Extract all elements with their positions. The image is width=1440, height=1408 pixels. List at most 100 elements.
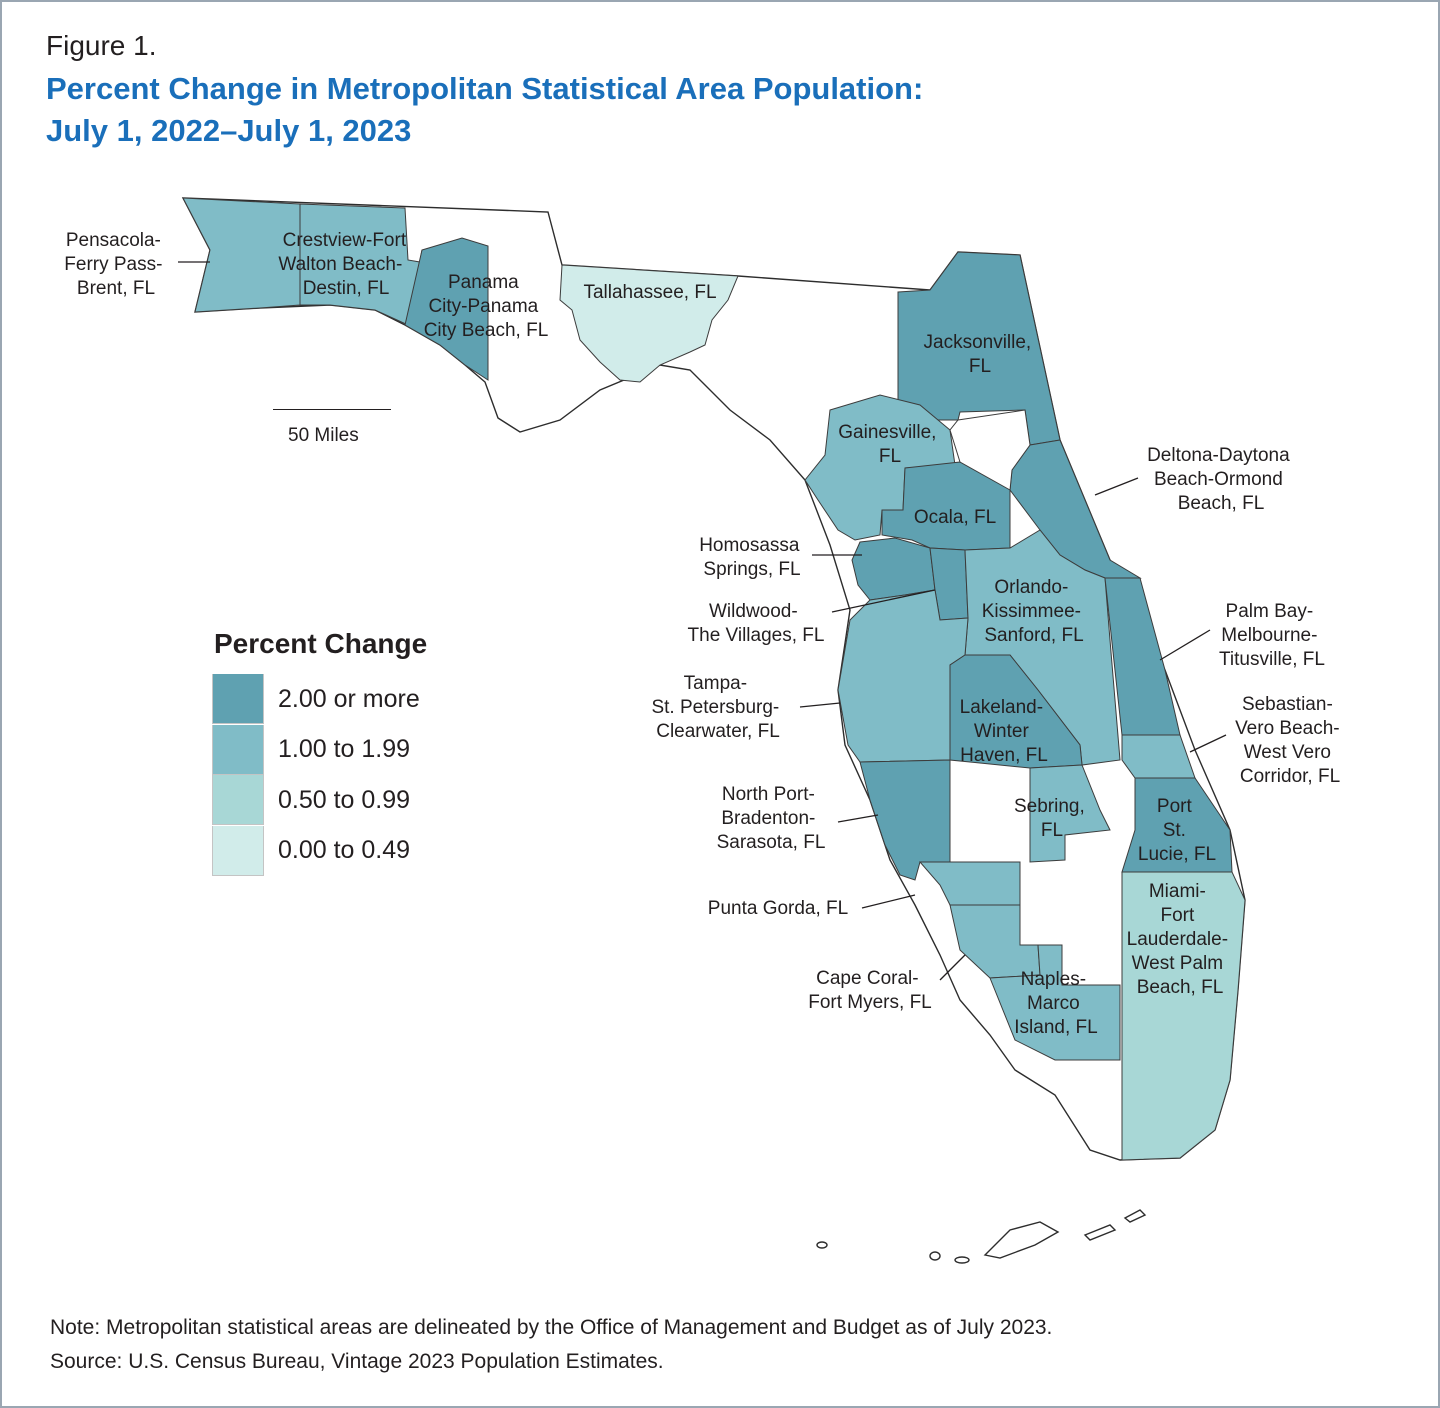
label-line: FL xyxy=(1041,820,1063,841)
label-line: Fort xyxy=(1160,905,1195,926)
label-miami: Miami- Fort Lauderdale- West Palm Beach,… xyxy=(1127,881,1234,998)
source-text: Source: U.S. Census Bureau, Vintage 2023… xyxy=(50,1350,664,1373)
title-line-1: Percent Change in Metropolitan Statistic… xyxy=(46,71,924,106)
figure-notes: Note: Metropolitan statistical areas are… xyxy=(50,1311,1052,1379)
label-port-st-lucie: Port St. Lucie, FL xyxy=(1138,796,1216,865)
label-naples: Naples- Marco Island, FL xyxy=(1014,969,1097,1038)
label-line: Ferry Pass- xyxy=(64,254,162,275)
label-line: Palm Bay- xyxy=(1226,601,1314,622)
label-line: Titusville, FL xyxy=(1219,649,1325,670)
florida-keys xyxy=(983,1221,1060,1259)
label-line: Sebring, xyxy=(1014,796,1085,817)
label-line: Destin, FL xyxy=(303,278,390,299)
figure-title: Percent Change in Metropolitan Statistic… xyxy=(46,68,923,152)
note-text: Note: Metropolitan statistical areas are… xyxy=(50,1316,1053,1339)
label-line: Homosassa xyxy=(699,535,800,556)
label-line: Marco xyxy=(1027,993,1080,1014)
region-lakeland xyxy=(949,654,1083,769)
label-line: Melbourne- xyxy=(1221,625,1317,646)
label-line: Deltona-Daytona xyxy=(1147,445,1290,466)
label-line: Beach, FL xyxy=(1137,977,1224,998)
island-1 xyxy=(816,1241,828,1249)
label-ocala: Ocala, FL xyxy=(914,507,996,528)
label-line: Walton Beach- xyxy=(278,254,402,275)
label-line: Springs, FL xyxy=(703,559,800,580)
label-deltona: Deltona-Daytona Beach-Ormond Beach, FL xyxy=(1147,445,1295,514)
label-line: Lucie, FL xyxy=(1138,844,1216,865)
label-line: Crestview-Fort xyxy=(283,230,407,251)
legend-label: 0.50 to 0.99 xyxy=(278,785,411,814)
label-line: St. Petersburg- xyxy=(651,697,779,718)
label-tallahassee: Tallahassee, FL xyxy=(583,282,716,303)
label-sebastian: Sebastian- Vero Beach- West Vero Corrido… xyxy=(1235,694,1345,787)
legend-item: 2.00 or more xyxy=(212,674,427,725)
figure-label: Figure 1. xyxy=(46,30,157,61)
label-line: Cape Coral- xyxy=(816,968,918,989)
legend-label: 0.00 to 0.49 xyxy=(278,836,411,865)
region-unclassified-northeast xyxy=(949,409,1031,491)
legend-label: 2.00 or more xyxy=(278,684,420,713)
leader-deltona xyxy=(1094,477,1139,496)
label-line: Clearwater, FL xyxy=(656,721,780,742)
label-line: Sebastian- xyxy=(1242,694,1333,715)
label-line: Corridor, FL xyxy=(1240,766,1340,787)
leader-palmbay xyxy=(1159,629,1211,661)
label-cape-coral: Cape Coral- Fort Myers, FL xyxy=(808,968,932,1013)
leader-sebastian xyxy=(1189,734,1227,753)
florida-keys-2 xyxy=(1083,1224,1117,1241)
legend-item: 1.00 to 1.99 xyxy=(212,724,427,776)
legend-swatch xyxy=(212,825,264,876)
label-line: City Beach, FL xyxy=(424,320,549,341)
legend-swatch xyxy=(212,674,264,725)
label-line: Panama xyxy=(448,272,519,293)
title-line-2: July 1, 2022–July 1, 2023 xyxy=(46,113,412,148)
label-line: Winter xyxy=(974,721,1030,742)
label-line: Beach-Ormond xyxy=(1154,469,1283,490)
label-line: Sanford, FL xyxy=(984,625,1083,646)
florida-keys-3 xyxy=(1123,1209,1147,1223)
region-panama-city xyxy=(404,237,489,381)
label-line: City-Panama xyxy=(428,296,538,317)
region-sebring xyxy=(1029,764,1111,863)
label-palm-bay: Palm Bay- Melbourne- Titusville, FL xyxy=(1219,601,1325,670)
label-line: Beach, FL xyxy=(1178,493,1265,514)
label-line: West Palm xyxy=(1132,953,1224,974)
label-line: North Port- xyxy=(722,784,815,805)
label-line: FL xyxy=(879,446,901,467)
label-line: Kissimmee- xyxy=(982,601,1081,622)
label-line: Vero Beach- xyxy=(1235,718,1340,739)
label-line: Miami- xyxy=(1149,881,1206,902)
label-line: Punta Gorda, FL xyxy=(708,898,848,919)
label-lakeland: Lakeland- Winter Haven, FL xyxy=(960,697,1049,766)
leader-puntagorda xyxy=(861,894,916,909)
label-line: Bradenton- xyxy=(721,808,815,829)
label-line: Jacksonville, xyxy=(924,332,1032,353)
label-punta-gorda: Punta Gorda, FL xyxy=(708,898,848,919)
legend-item: 0.00 to 0.49 xyxy=(212,825,427,877)
label-gainesville: Gainesville, FL xyxy=(838,422,942,467)
label-homosassa: Homosassa Springs, FL xyxy=(699,535,805,580)
label-north-port: North Port- Bradenton- Sarasota, FL xyxy=(717,784,826,853)
label-panama-city: Panama City-Panama City Beach, FL xyxy=(424,272,549,341)
label-wildwood: Wildwood- The Villages, FL xyxy=(688,601,825,646)
label-line: Orlando- xyxy=(994,577,1068,598)
legend-title: Percent Change xyxy=(214,628,428,659)
label-pensacola: Pensacola- Ferry Pass- Brent, FL xyxy=(64,230,167,299)
label-line: Lakeland- xyxy=(960,697,1043,718)
region-naples xyxy=(989,944,1121,1061)
legend-swatch xyxy=(212,724,264,775)
label-line: Ocala, FL xyxy=(914,507,996,528)
label-line: Lauderdale- xyxy=(1127,929,1228,950)
island-2 xyxy=(929,1251,941,1261)
label-line: Island, FL xyxy=(1014,1017,1097,1038)
label-line: West Vero xyxy=(1244,742,1331,763)
leader-capecoral xyxy=(939,954,966,981)
label-jacksonville: Jacksonville, FL xyxy=(924,332,1037,377)
label-orlando: Orlando- Kissimmee- Sanford, FL xyxy=(982,577,1087,646)
legend-label: 1.00 to 1.99 xyxy=(278,735,411,764)
label-line: Tampa- xyxy=(684,673,747,694)
legend-swatch xyxy=(212,775,264,826)
region-miami xyxy=(1121,871,1246,1161)
